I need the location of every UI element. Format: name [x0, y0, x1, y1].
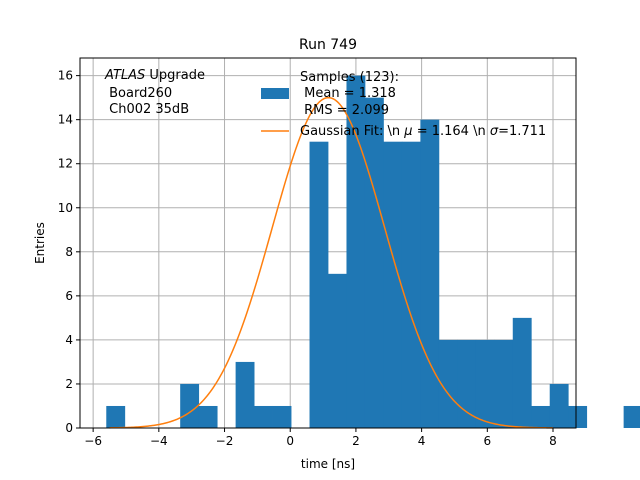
x-tick-label: 0 — [286, 434, 294, 448]
x-tick-label: 8 — [549, 434, 557, 448]
x-tick-label: 2 — [352, 434, 360, 448]
x-axis-label: time [ns] — [301, 457, 355, 471]
x-tick-label: 6 — [483, 434, 491, 448]
y-tick-label: 4 — [65, 333, 73, 347]
histogram-chart: Run 749 −6 −4 −2 0 2 4 6 8 0 2 4 6 8 10 12 14 16 time [… — [0, 0, 640, 480]
chart-title: Run 749 — [299, 37, 357, 53]
histogram-bar — [531, 406, 550, 428]
histogram-bar — [106, 406, 125, 428]
atlas-upgrade: Upgrade — [145, 68, 205, 83]
histogram-bar — [365, 98, 384, 428]
y-tick-label: 10 — [58, 201, 73, 215]
legend-mean: Mean = 1.318 — [300, 86, 396, 101]
x-tick-label: −4 — [150, 434, 168, 448]
y-tick-label: 0 — [65, 421, 73, 435]
x-tick-label: −6 — [84, 434, 102, 448]
y-tick-label: 12 — [58, 157, 73, 171]
x-tick-label: 4 — [418, 434, 426, 448]
legend-fit-label: Gaussian Fit: \n μ = 1.164 \n σ=1.711 — [300, 124, 546, 139]
y-tick-label: 2 — [65, 377, 73, 391]
histogram-bar — [236, 362, 255, 428]
histogram-bar — [568, 406, 587, 428]
histogram-bar — [624, 406, 640, 428]
histogram-bar — [310, 142, 329, 428]
legend-fit-mu: μ — [403, 124, 412, 139]
channel-label: Ch002 35dB — [105, 102, 189, 117]
legend-bar-swatch — [261, 88, 289, 99]
y-tick-label: 16 — [58, 69, 73, 83]
histogram-bar — [254, 406, 273, 428]
legend-rms: RMS = 2.099 — [300, 103, 389, 118]
legend-fit-mid: = 1.164 \n — [413, 124, 490, 139]
histogram-bar — [328, 274, 347, 428]
y-tick-label: 6 — [65, 289, 73, 303]
histogram-bar — [402, 142, 421, 428]
legend-fit-suffix: =1.711 — [498, 124, 546, 139]
y-tick-label: 14 — [58, 113, 73, 127]
legend-fit-prefix: Gaussian Fit: \n — [300, 124, 404, 139]
histogram-bar — [457, 340, 476, 428]
histogram-bar — [180, 384, 199, 428]
atlas-italic: ATLAS — [104, 68, 145, 83]
histogram-bar — [513, 318, 532, 428]
histogram-bar — [420, 120, 439, 428]
histogram-bar — [383, 142, 402, 428]
x-tick-label: −2 — [216, 434, 234, 448]
legend-samples-title: Samples (123): — [300, 70, 399, 85]
histogram-bar — [494, 340, 513, 428]
histogram-bar — [199, 406, 218, 428]
histogram-bar — [273, 406, 292, 428]
y-tick-label: 8 — [65, 245, 73, 259]
board-label: Board260 — [105, 86, 172, 101]
atlas-label: ATLAS Upgrade — [104, 68, 205, 83]
y-axis-label: Entries — [33, 222, 47, 264]
histogram-bar — [550, 384, 569, 428]
histogram-bar — [476, 340, 495, 428]
